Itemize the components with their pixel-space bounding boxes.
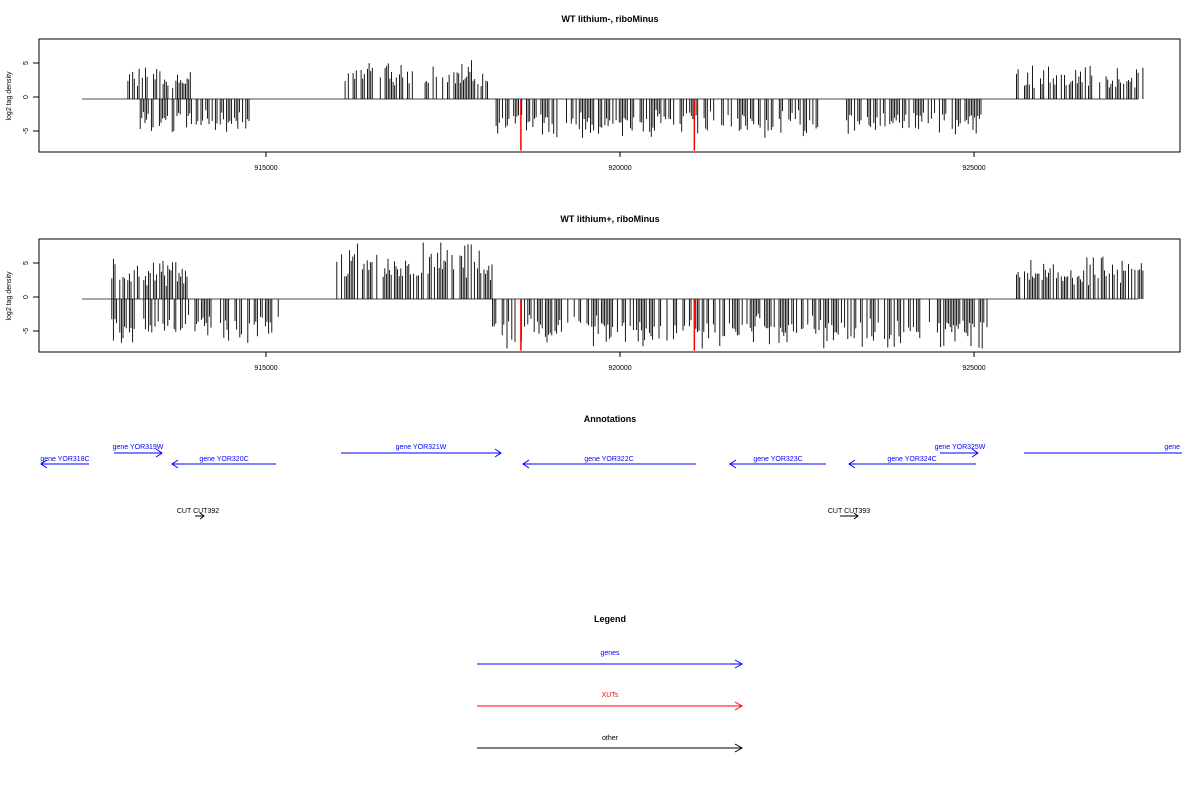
legend: Legend genes XUTs other xyxy=(477,614,744,753)
x-tick-label: 920000 xyxy=(608,365,631,372)
arrowhead-right-icon xyxy=(971,448,979,458)
y-axis: -5 0 5 xyxy=(23,61,39,134)
arrowhead-right-icon xyxy=(155,448,163,458)
x-tick-label: 915000 xyxy=(254,165,277,172)
x-tick-label: 915000 xyxy=(254,365,277,372)
density-bars xyxy=(82,242,1144,351)
annotations-title: Annotations xyxy=(584,414,637,424)
y-tick-label: 5 xyxy=(23,261,30,265)
y-tick-label: 5 xyxy=(23,61,30,65)
arrowhead-left-icon xyxy=(40,459,48,469)
plot-frame xyxy=(38,238,1181,353)
legend-label: XUTs xyxy=(602,692,619,699)
y-tick-label: 0 xyxy=(23,295,30,299)
gene-feature: gene YOR322C xyxy=(522,456,696,469)
arrowhead-right-icon xyxy=(734,659,744,669)
gene-label: gene YOR320C xyxy=(199,456,248,463)
other-feature: CUT CUT392 xyxy=(177,508,219,520)
gene-label: gene YOR325W xyxy=(935,444,986,451)
arrowhead-right-icon xyxy=(199,512,205,520)
gene-label: gene xyxy=(1164,444,1180,451)
arrowhead-left-icon xyxy=(848,459,856,469)
arrowhead-left-icon xyxy=(171,459,179,469)
y-tick-label: 0 xyxy=(23,95,30,99)
gene-feature: gene YOR325W xyxy=(935,444,986,458)
panel-lithium-minus: WT lithium-, riboMinus log2 tag density … xyxy=(6,14,1181,172)
panel-title: WT lithium+, riboMinus xyxy=(560,214,659,224)
y-tick-label: -5 xyxy=(23,328,30,334)
x-tick-label: 925000 xyxy=(962,165,985,172)
x-axis: 915000 920000 925000 xyxy=(254,352,986,372)
legend-label: other xyxy=(602,735,619,742)
gene-label: gene YOR318C xyxy=(40,456,89,463)
gene-feature: gene YOR324C xyxy=(848,456,976,469)
cut-label: CUT CUT392 xyxy=(177,508,219,515)
panel-lithium-plus: WT lithium+, riboMinus log2 tag density … xyxy=(6,214,1181,372)
arrowhead-right-icon xyxy=(734,743,744,753)
legend-item-genes: genes xyxy=(477,650,744,669)
gene-label: gene YOR323C xyxy=(753,456,802,463)
gene-feature: gene YOR319W xyxy=(113,444,164,458)
annotations-track: Annotations gene YOR318C gene YOR319W ge… xyxy=(40,414,1182,520)
other-feature: CUT CUT393 xyxy=(828,508,870,520)
x-tick-label: 925000 xyxy=(962,365,985,372)
legend-item-xuts: XUTs xyxy=(477,692,744,711)
y-axis-label: log2 tag density xyxy=(6,271,13,321)
gene-label: gene YOR322C xyxy=(584,456,633,463)
arrowhead-left-icon xyxy=(522,459,530,469)
gene-feature: gene xyxy=(1024,444,1182,454)
density-bars xyxy=(82,60,1144,151)
arrowhead-right-icon xyxy=(494,448,502,458)
gene-label: gene YOR324C xyxy=(887,456,936,463)
arrowhead-right-icon xyxy=(734,701,744,711)
gene-label: gene YOR321W xyxy=(396,444,447,451)
panel-title: WT lithium-, riboMinus xyxy=(562,14,659,24)
gene-feature: gene YOR323C xyxy=(729,456,826,469)
y-tick-label: -5 xyxy=(23,128,30,134)
y-axis: -5 0 5 xyxy=(23,261,39,334)
x-axis: 915000 920000 925000 xyxy=(254,152,986,172)
gene-feature: gene YOR320C xyxy=(171,456,276,469)
legend-label: genes xyxy=(600,650,620,657)
gene-feature: gene YOR318C xyxy=(40,456,90,469)
legend-title: Legend xyxy=(594,614,626,624)
plot-frame xyxy=(38,38,1181,153)
arrowhead-right-icon xyxy=(853,512,859,520)
legend-item-other: other xyxy=(477,735,744,753)
y-axis-label: log2 tag density xyxy=(6,71,13,121)
gene-feature: gene YOR321W xyxy=(341,444,502,458)
cut-label: CUT CUT393 xyxy=(828,508,870,515)
arrowhead-left-icon xyxy=(729,459,737,469)
x-tick-label: 920000 xyxy=(608,165,631,172)
gene-label: gene YOR319W xyxy=(113,444,164,451)
